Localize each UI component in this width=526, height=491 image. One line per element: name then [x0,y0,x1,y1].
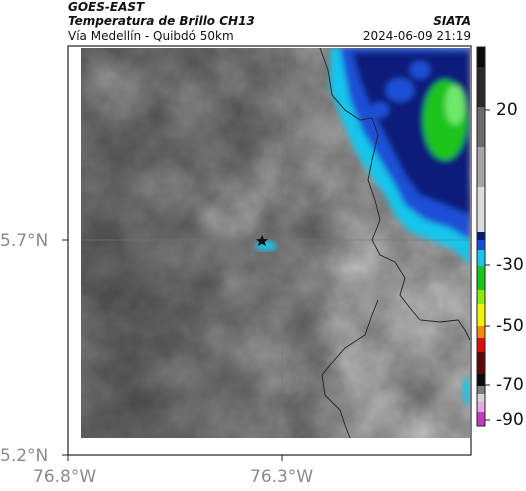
star-icon [256,235,268,246]
colorbar-tick-label: -90 [496,410,524,430]
lon-tick-label: 76.8°W [33,467,97,487]
colorbar-tick-label: -30 [496,255,524,275]
lat-tick-label: 5.7°N [0,231,49,251]
product-title: Temperatura de Brillo CH13 [68,14,255,28]
colorbar-tick-label: -70 [496,375,524,395]
border-line-east [319,48,470,341]
colorbar-tick-label: 20 [496,100,518,120]
satellite-title: GOES-EAST [68,0,145,14]
imagery [81,48,470,438]
colorbar-tick-label: -50 [496,316,524,336]
datetime-label: 2024-06-09 21:19 [362,29,471,43]
small-convective-cell [255,241,277,251]
agency-label: SIATA [433,14,471,28]
region-label: Vía Medellín - Quibdó 50km [68,29,234,43]
lon-tick-label: 76.3°W [250,467,314,487]
colorbar [476,46,490,427]
lat-tick-label: 5.2°N [0,446,49,466]
border-line-south [321,299,379,438]
